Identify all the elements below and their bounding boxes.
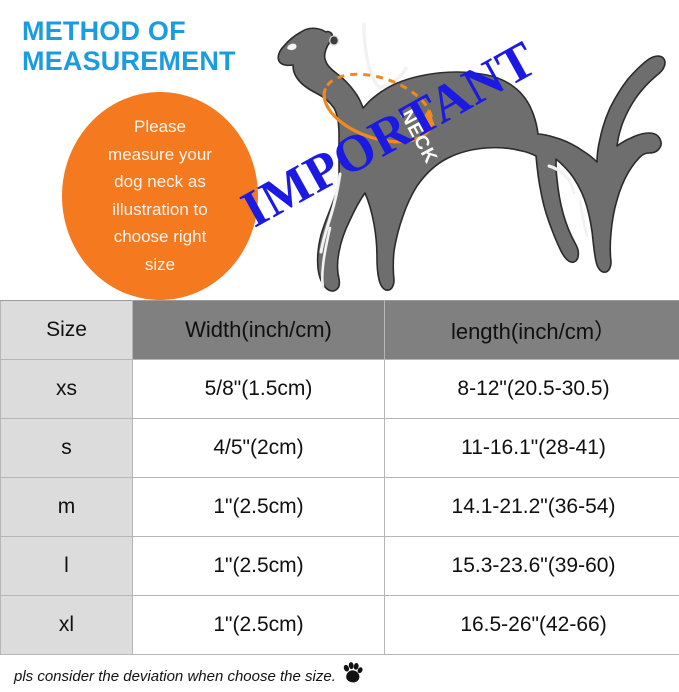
cell-width: 4/5"(2cm) [132, 418, 385, 478]
cell-length: 11-16.1"(28-41) [384, 418, 679, 478]
cell-length: 15.3-23.6"(39-60) [384, 536, 679, 596]
footer-note: pls consider the deviation when choose t… [14, 668, 336, 685]
footer: pls consider the deviation when choose t… [14, 661, 364, 692]
table-header-row: Size Width(inch/cm) length(inch/cm） [0, 300, 679, 360]
cell-size: xs [0, 359, 133, 419]
size-chart-table: Size Width(inch/cm) length(inch/cm） xs 5… [0, 300, 679, 655]
column-header-length: length(inch/cm） [384, 300, 679, 360]
cell-size: l [0, 536, 133, 596]
page-title: METHOD OF MEASUREMENT [22, 16, 236, 77]
cell-length: 14.1-21.2"(36-54) [384, 477, 679, 537]
dog-illustration: NECK [277, 22, 666, 292]
table-row: m 1"(2.5cm) 14.1-21.2"(36-54) [0, 477, 679, 537]
cell-size: s [0, 418, 133, 478]
cell-size: m [0, 477, 133, 537]
table-row: l 1"(2.5cm) 15.3-23.6"(39-60) [0, 536, 679, 596]
cell-width: 1"(2.5cm) [132, 477, 385, 537]
measure-instruction-callout: Please measure your dog neck as illustra… [62, 92, 258, 300]
table-row: s 4/5"(2cm) 11-16.1"(28-41) [0, 418, 679, 478]
cell-length: 8-12"(20.5-30.5) [384, 359, 679, 419]
table-row: xl 1"(2.5cm) 16.5-26"(42-66) [0, 595, 679, 655]
paw-print-icon [343, 662, 363, 683]
cell-size: xl [0, 595, 133, 655]
column-header-width: Width(inch/cm) [132, 300, 385, 360]
neck-measurement-ellipse [322, 72, 435, 144]
cell-width: 5/8"(1.5cm) [132, 359, 385, 419]
table-row: xs 5/8"(1.5cm) 8-12"(20.5-30.5) [0, 359, 679, 419]
cell-length: 16.5-26"(42-66) [384, 595, 679, 655]
column-header-size: Size [0, 300, 133, 360]
cell-width: 1"(2.5cm) [132, 595, 385, 655]
cell-width: 1"(2.5cm) [132, 536, 385, 596]
dog-silhouette [277, 22, 666, 292]
callout-text: Please measure your dog neck as illustra… [108, 117, 212, 274]
